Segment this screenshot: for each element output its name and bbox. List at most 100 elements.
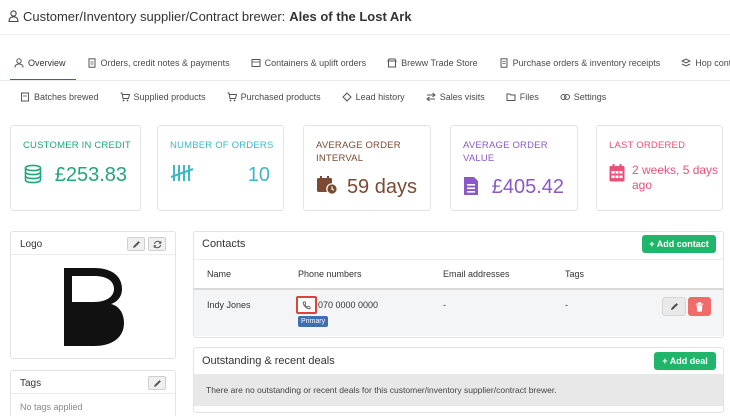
stat-label: NUMBER OF ORDERS <box>170 140 274 151</box>
contacts-header-divider <box>194 259 723 260</box>
tab-purchase-orders[interactable]: Purchase orders & inventory receipts <box>499 58 661 68</box>
stat-label: AVERAGE ORDER INTERVAL <box>316 139 401 165</box>
header-divider <box>0 34 730 35</box>
contact-tags: - <box>565 300 568 310</box>
stat-value-line1: 2 weeks, 5 days <box>632 163 719 177</box>
no-tags-text: No tags applied <box>20 402 83 412</box>
batch-icon <box>21 92 29 102</box>
folder-icon <box>506 93 516 101</box>
table-row: Indy Jones 070 0000 0000 Primary - - <box>194 290 723 336</box>
tab-orders[interactable]: Orders, credit notes & payments <box>87 58 230 68</box>
stat-label-line2: INTERVAL <box>316 153 364 164</box>
tab-supplied-products[interactable]: Supplied products <box>120 92 206 102</box>
invoice-icon <box>464 177 478 195</box>
tab-purchased-products[interactable]: Purchased products <box>227 92 321 102</box>
visits-icon <box>425 92 436 102</box>
add-deal-button[interactable]: + Add deal <box>654 352 716 370</box>
brewery-logo <box>64 268 124 346</box>
tab-label: Hop contracts <box>695 58 730 68</box>
stat-value: £253.83 <box>54 164 127 186</box>
trash-icon <box>695 301 704 312</box>
page-title-name: Ales of the Lost Ark <box>289 8 412 24</box>
refresh-logo-button[interactable] <box>148 237 166 251</box>
stat-label: CUSTOMER IN CREDIT <box>23 140 131 151</box>
tab-lead-history[interactable]: Lead history <box>341 92 405 102</box>
tab-label: Purchase orders & inventory receipts <box>512 58 661 68</box>
stat-value: 59 days <box>346 176 417 198</box>
tab-files[interactable]: Files <box>506 92 539 102</box>
stat-value-line2: ago <box>632 178 653 192</box>
tab-sales-visits[interactable]: Sales visits <box>425 92 485 102</box>
tab-label: Containers & uplift orders <box>264 58 367 68</box>
hop-icon <box>681 58 692 67</box>
stat-label-line1: AVERAGE ORDER <box>316 140 401 151</box>
user-icon <box>8 10 19 22</box>
tab-batches-brewed[interactable]: Batches brewed <box>20 92 99 102</box>
tab-overview[interactable]: Overview <box>14 58 66 68</box>
tags-panel-title: Tags <box>20 378 42 389</box>
cart-icon <box>120 92 130 102</box>
logo-panel-title: Logo <box>20 239 43 250</box>
stat-card-interval: AVERAGE ORDER INTERVAL 59 days <box>303 125 431 211</box>
call-phone-button[interactable] <box>296 296 317 314</box>
tab-trade-store[interactable]: Breww Trade Store <box>387 58 478 68</box>
edit-tags-button[interactable] <box>148 376 166 390</box>
tab-label: Breww Trade Store <box>401 58 478 68</box>
page-header: Customer/Inventory supplier/Contract bre… <box>8 6 412 26</box>
add-contact-button[interactable]: + Add contact <box>642 235 716 253</box>
table-header-rule <box>194 288 723 290</box>
tab-label: Supplied products <box>133 92 206 102</box>
tab-label: Lead history <box>355 92 405 102</box>
tab-label: Batches brewed <box>34 92 99 102</box>
stat-label-line2: VALUE <box>463 153 495 164</box>
settings-icon <box>560 94 570 100</box>
column-header-name: Name <box>207 269 232 279</box>
stat-card-average-value: AVERAGE ORDER VALUE £405.42 <box>450 125 578 211</box>
tab-hop-contracts[interactable]: Hop contracts <box>681 58 730 68</box>
document-icon <box>88 58 96 68</box>
contact-name: Indy Jones <box>207 300 251 310</box>
tab-label: Orders, credit notes & payments <box>100 58 230 68</box>
page-title-prefix: Customer/Inventory supplier/Contract bre… <box>23 8 286 24</box>
deals-empty-row: There are no outstanding or recent deals… <box>194 374 723 406</box>
stat-value: £405.42 <box>491 176 564 198</box>
tab-label: Sales visits <box>439 92 485 102</box>
tab-row-1: Overview Orders, credit notes & payments… <box>14 52 730 74</box>
deals-title: Outstanding & recent deals <box>202 355 335 367</box>
edit-logo-button[interactable] <box>127 237 145 251</box>
tags-panel-divider <box>11 393 175 394</box>
stat-label-line1: AVERAGE ORDER <box>463 140 548 151</box>
calendar-clock-icon <box>317 176 338 195</box>
primary-badge: Primary <box>298 316 329 327</box>
stat-value: 2 weeks, 5 days ago <box>632 163 718 193</box>
tags-panel: Tags No tags applied <box>10 370 176 416</box>
stat-value: 10 <box>247 164 270 186</box>
store-icon <box>387 58 397 68</box>
stat-card-credit: CUSTOMER IN CREDIT £253.83 <box>10 125 141 211</box>
contact-email: - <box>443 300 446 310</box>
tabs-divider <box>0 80 730 81</box>
coins-icon <box>24 164 42 184</box>
edit-contact-button[interactable] <box>662 297 686 316</box>
tally-icon <box>170 165 194 181</box>
stat-label: AVERAGE ORDER VALUE <box>463 139 548 165</box>
contacts-title: Contacts <box>202 238 246 250</box>
tab-label: Purchased products <box>240 92 321 102</box>
delete-contact-button[interactable] <box>688 297 711 316</box>
pencil-icon <box>153 379 161 387</box>
column-header-tags: Tags <box>565 269 585 279</box>
tab-label: Settings <box>573 92 607 102</box>
column-header-email: Email addresses <box>443 269 510 279</box>
refresh-icon <box>153 240 161 248</box>
pencil-icon <box>670 303 678 310</box>
contact-phone: 070 0000 0000 <box>318 300 379 310</box>
tab-settings[interactable]: Settings <box>560 92 607 102</box>
lead-icon <box>341 92 352 102</box>
receipt-icon <box>500 58 508 68</box>
tab-containers[interactable]: Containers & uplift orders <box>251 58 367 68</box>
user-icon <box>14 58 24 68</box>
phone-icon <box>302 300 311 309</box>
pencil-icon <box>132 240 140 248</box>
box-icon <box>251 59 261 67</box>
calendar-grid-icon <box>609 164 625 182</box>
